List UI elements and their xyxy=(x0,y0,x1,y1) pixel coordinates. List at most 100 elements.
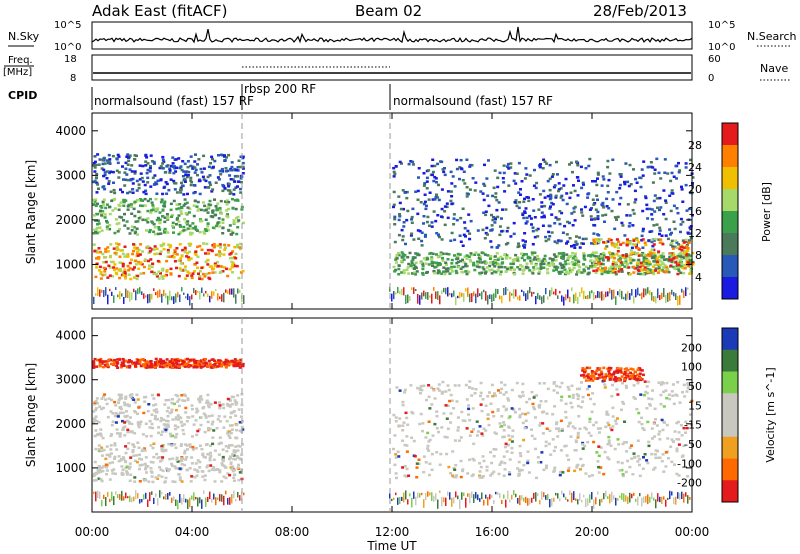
noise-mark xyxy=(105,287,107,296)
data-cell xyxy=(132,207,136,211)
data-cell xyxy=(460,270,464,274)
data-cell xyxy=(617,240,621,244)
noise-mark xyxy=(127,290,129,299)
noise-mark xyxy=(589,494,591,503)
data-cell xyxy=(150,201,154,204)
data-cell xyxy=(98,158,102,161)
data-cell xyxy=(625,367,629,370)
noise-mark xyxy=(225,289,227,293)
data-cell xyxy=(148,365,152,368)
data-cell xyxy=(677,266,681,269)
data-cell xyxy=(474,251,478,254)
noise-mark xyxy=(435,493,437,501)
data-cell xyxy=(101,436,105,440)
data-cell xyxy=(590,218,593,221)
data-cell xyxy=(403,464,407,468)
data-cell xyxy=(615,388,619,391)
data-cell xyxy=(530,223,533,226)
noise-mark xyxy=(647,287,649,294)
data-cell xyxy=(177,157,181,160)
data-cell xyxy=(538,382,542,385)
data-cell xyxy=(432,389,436,392)
data-cell xyxy=(188,244,192,247)
data-cell xyxy=(660,418,664,422)
data-cell xyxy=(126,178,130,182)
data-cell xyxy=(629,371,633,375)
data-cell xyxy=(638,474,642,478)
data-cell xyxy=(515,256,519,259)
noise-mark xyxy=(643,288,645,298)
freq-label-bottom: [MHz] xyxy=(3,67,32,78)
data-cell xyxy=(118,228,121,231)
data-cell xyxy=(435,451,439,454)
data-cell xyxy=(628,256,632,260)
noise-mark xyxy=(577,296,579,305)
data-cell xyxy=(93,228,97,232)
data-cell xyxy=(511,258,515,262)
data-cell xyxy=(109,410,113,413)
data-cell xyxy=(437,389,441,392)
data-cell xyxy=(101,360,105,363)
noise-mark xyxy=(619,495,621,498)
data-cell xyxy=(469,260,472,263)
data-cell xyxy=(430,260,434,264)
data-cell xyxy=(456,255,460,258)
noise-mark xyxy=(603,294,605,301)
data-cell xyxy=(229,256,233,260)
data-cell xyxy=(509,235,513,238)
data-cell xyxy=(153,361,157,364)
data-cell xyxy=(202,167,206,170)
nave-label: Nave xyxy=(760,62,788,75)
data-cell xyxy=(496,215,500,219)
data-cell xyxy=(123,224,127,227)
data-cell xyxy=(167,442,171,446)
data-cell xyxy=(679,230,682,234)
data-cell xyxy=(572,184,575,187)
data-cell xyxy=(136,233,140,236)
noise-mark xyxy=(575,498,577,501)
data-cell xyxy=(517,206,521,210)
data-cell xyxy=(405,444,409,447)
data-cell xyxy=(105,453,109,457)
data-cell xyxy=(554,422,558,426)
data-cell xyxy=(489,261,493,264)
data-cell xyxy=(564,416,568,419)
data-cell xyxy=(140,263,144,266)
data-cell xyxy=(169,273,173,276)
data-cell xyxy=(599,466,603,469)
data-cell xyxy=(675,438,679,441)
data-cell xyxy=(393,215,397,219)
noise-mark xyxy=(427,292,429,300)
noise-mark xyxy=(437,291,439,300)
data-cell xyxy=(571,251,575,255)
data-cell xyxy=(224,246,227,249)
data-cell xyxy=(158,365,162,368)
data-cell xyxy=(603,220,606,223)
data-cell xyxy=(156,216,160,220)
data-cell xyxy=(656,251,660,255)
data-cell xyxy=(184,458,188,461)
noise-mark xyxy=(609,494,611,504)
data-cell xyxy=(227,153,231,157)
data-cell xyxy=(607,207,611,210)
data-cell xyxy=(178,476,182,479)
noise-mark xyxy=(511,494,513,500)
data-cell xyxy=(181,184,185,188)
data-cell xyxy=(620,221,624,225)
data-cell xyxy=(403,443,407,447)
data-cell xyxy=(680,188,684,191)
data-cell xyxy=(205,443,208,446)
data-cell xyxy=(204,252,207,255)
data-cell xyxy=(208,458,212,462)
data-cell xyxy=(506,226,510,230)
data-cell xyxy=(143,364,147,368)
data-cell xyxy=(496,176,500,180)
data-cell xyxy=(198,460,202,464)
data-cell xyxy=(116,230,120,233)
noise-mark xyxy=(667,292,669,302)
noise-mark xyxy=(445,287,447,295)
data-cell xyxy=(225,419,229,423)
data-cell xyxy=(210,190,214,193)
data-cell xyxy=(104,360,108,363)
data-cell xyxy=(422,470,426,474)
